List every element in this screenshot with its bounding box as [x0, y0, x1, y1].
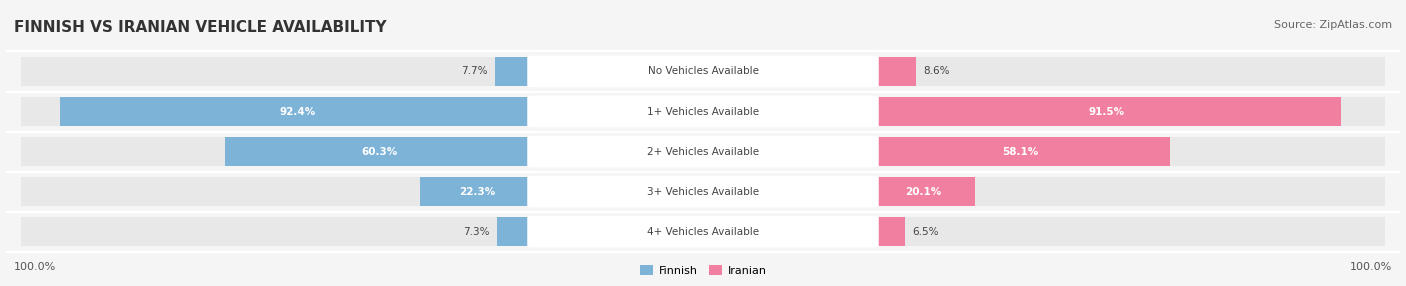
Text: No Vehicles Available: No Vehicles Available [648, 67, 758, 76]
Bar [60, 97, 534, 126]
Bar [21, 57, 534, 86]
FancyBboxPatch shape [527, 176, 879, 207]
FancyBboxPatch shape [527, 216, 879, 247]
Text: 7.3%: 7.3% [464, 227, 489, 237]
Bar [872, 57, 915, 86]
Bar [872, 57, 1385, 86]
Bar [21, 97, 534, 126]
Bar [872, 97, 1341, 126]
Text: Source: ZipAtlas.com: Source: ZipAtlas.com [1274, 20, 1392, 30]
Bar [225, 137, 534, 166]
FancyBboxPatch shape [527, 136, 879, 167]
Text: 4+ Vehicles Available: 4+ Vehicles Available [647, 227, 759, 237]
Text: 92.4%: 92.4% [278, 107, 315, 116]
Bar [872, 217, 1385, 246]
Bar [495, 57, 534, 86]
Bar [496, 217, 534, 246]
Text: 100.0%: 100.0% [14, 262, 56, 272]
Text: 100.0%: 100.0% [1350, 262, 1392, 272]
Text: 91.5%: 91.5% [1088, 107, 1125, 116]
Text: 7.7%: 7.7% [461, 67, 488, 76]
Text: FINNISH VS IRANIAN VEHICLE AVAILABILITY: FINNISH VS IRANIAN VEHICLE AVAILABILITY [14, 20, 387, 35]
Bar [21, 137, 534, 166]
Text: 3+ Vehicles Available: 3+ Vehicles Available [647, 187, 759, 196]
Text: 58.1%: 58.1% [1002, 147, 1039, 156]
Text: 2+ Vehicles Available: 2+ Vehicles Available [647, 147, 759, 156]
Bar [872, 137, 1385, 166]
Bar [872, 217, 905, 246]
Bar [21, 217, 534, 246]
Bar [872, 177, 1385, 206]
Text: 22.3%: 22.3% [458, 187, 495, 196]
Text: 60.3%: 60.3% [361, 147, 398, 156]
FancyBboxPatch shape [527, 56, 879, 87]
Bar [872, 97, 1385, 126]
FancyBboxPatch shape [527, 96, 879, 127]
Text: 6.5%: 6.5% [912, 227, 939, 237]
Text: 8.6%: 8.6% [922, 67, 949, 76]
Text: 20.1%: 20.1% [905, 187, 942, 196]
Bar [21, 177, 534, 206]
Bar [872, 137, 1170, 166]
Text: 1+ Vehicles Available: 1+ Vehicles Available [647, 107, 759, 116]
Bar [420, 177, 534, 206]
Bar [872, 177, 974, 206]
Legend: Finnish, Iranian: Finnish, Iranian [636, 261, 770, 281]
